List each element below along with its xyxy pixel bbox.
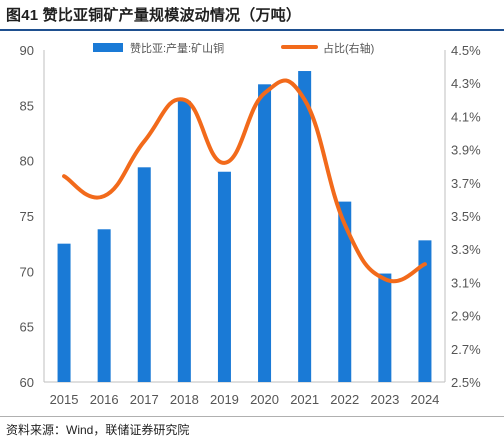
left-tick-label: 75 bbox=[20, 209, 34, 224]
bar bbox=[298, 71, 312, 382]
bar-series bbox=[57, 71, 432, 382]
x-tick-label: 2019 bbox=[210, 392, 239, 407]
x-tick-label: 2023 bbox=[370, 392, 399, 407]
bar bbox=[137, 167, 151, 382]
bar bbox=[258, 84, 272, 382]
right-tick-label: 3.9% bbox=[451, 143, 481, 158]
right-tick-label: 2.7% bbox=[451, 342, 481, 357]
legend-bar-label: 赞比亚:产量:矿山铜 bbox=[130, 41, 224, 55]
chart-axes bbox=[43, 50, 446, 383]
right-tick-label: 3.5% bbox=[451, 209, 481, 224]
left-axis-ticks: 60 65 70 75 80 85 90 bbox=[20, 43, 34, 390]
x-tick-label: 2020 bbox=[250, 392, 279, 407]
bar bbox=[217, 171, 231, 382]
left-tick-label: 90 bbox=[20, 43, 34, 58]
chart-title: 图41 赞比亚铜矿产量规模波动情况（万吨） bbox=[6, 7, 302, 24]
left-tick-label: 80 bbox=[20, 154, 34, 169]
source-note: 资料来源：Wind，联储证券研究院 bbox=[6, 423, 190, 437]
title-divider bbox=[0, 29, 504, 31]
legend: 赞比亚:产量:矿山铜 占比(右轴) bbox=[93, 41, 374, 55]
legend-line-label: 占比(右轴) bbox=[323, 41, 374, 55]
bar bbox=[378, 273, 392, 382]
right-tick-label: 3.1% bbox=[451, 275, 481, 290]
x-tick-label: 2018 bbox=[170, 392, 199, 407]
left-tick-label: 65 bbox=[20, 320, 34, 335]
right-axis-ticks: 2.5% 2.7% 2.9% 3.1% 3.3% 3.5% 3.7% 3.9% 4.1% 4.3%… bbox=[451, 43, 481, 390]
bar bbox=[97, 229, 111, 382]
right-tick-label: 4.3% bbox=[451, 76, 481, 91]
source-divider bbox=[0, 416, 504, 417]
x-tick-label: 2015 bbox=[50, 392, 79, 407]
bar bbox=[338, 201, 352, 382]
right-tick-label: 4.5% bbox=[451, 43, 481, 58]
x-tick-label: 2016 bbox=[90, 392, 119, 407]
legend-bar-swatch bbox=[93, 43, 123, 52]
bar bbox=[177, 100, 191, 382]
bar bbox=[418, 240, 432, 382]
x-axis-ticks: 2015 2016 2017 2018 2019 2020 2021 2022 2023 2024 bbox=[50, 392, 440, 407]
share-line bbox=[62, 78, 427, 284]
line-series bbox=[62, 78, 427, 284]
right-tick-label: 4.1% bbox=[451, 109, 481, 124]
right-tick-label: 2.9% bbox=[451, 309, 481, 324]
left-tick-label: 70 bbox=[20, 264, 34, 279]
bar bbox=[57, 243, 71, 382]
right-tick-label: 3.3% bbox=[451, 242, 481, 257]
x-tick-label: 2017 bbox=[130, 392, 159, 407]
right-tick-label: 3.7% bbox=[451, 176, 481, 191]
x-tick-label: 2021 bbox=[290, 392, 319, 407]
right-tick-label: 2.5% bbox=[451, 375, 481, 390]
x-tick-label: 2022 bbox=[330, 392, 359, 407]
left-tick-label: 85 bbox=[20, 98, 34, 113]
chart: 60 65 70 75 80 85 90 2.5% 2.7% 2.9% 3.1% 3.3% 3.5% 3… bbox=[20, 41, 482, 407]
left-tick-label: 60 bbox=[20, 375, 34, 390]
x-tick-label: 2024 bbox=[410, 392, 439, 407]
